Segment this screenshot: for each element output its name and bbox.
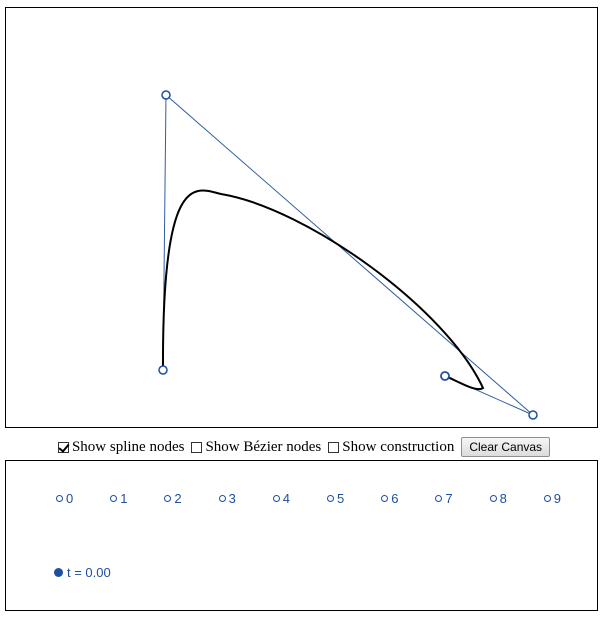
checkbox-box[interactable] (328, 441, 340, 453)
slider-tick-4[interactable]: 4 (272, 491, 291, 506)
tick-dot (435, 495, 443, 502)
slider-tick-0[interactable]: 0 (56, 491, 73, 506)
tick-label: 3 (228, 491, 236, 506)
tick-label: 7 (445, 491, 453, 506)
show-bezier-nodes-label: Show Bézier nodes (205, 438, 322, 455)
spline-node-end[interactable] (440, 371, 450, 381)
spline-node-start[interactable] (158, 365, 168, 375)
show-spline-nodes-checkbox[interactable]: Show spline nodes (57, 438, 185, 456)
t-slider-handle[interactable]: t = 0.00 (54, 565, 111, 580)
slider-tick-1[interactable]: 1 (110, 491, 127, 506)
tick-label: 8 (499, 491, 507, 506)
tick-label: 5 (337, 491, 345, 506)
tick-label: 0 (66, 491, 74, 506)
slider-tick-8[interactable]: 8 (489, 491, 507, 506)
control-node-top[interactable] (161, 90, 171, 100)
drawing-canvas[interactable] (5, 7, 598, 428)
tick-dot (381, 495, 389, 502)
slider-tick-9[interactable]: 9 (543, 491, 562, 506)
control-node-bottom-right[interactable] (528, 410, 538, 420)
tick-dot (164, 495, 172, 502)
slider-tick-2[interactable]: 2 (164, 491, 182, 506)
checkbox-box[interactable] (191, 441, 203, 453)
tick-dot (489, 495, 497, 502)
spline-curve (161, 189, 485, 391)
slider-ticks: 0 1 2 3 4 5 6 7 8 9 (6, 491, 597, 511)
slider-tick-3[interactable]: 3 (218, 491, 236, 506)
options-bar: Show spline nodes Show Bézier nodes Show… (0, 436, 608, 458)
spline-canvas-svg[interactable] (6, 8, 599, 429)
tick-dot (327, 495, 334, 502)
tick-dot (272, 495, 280, 502)
tick-label: 4 (282, 491, 291, 506)
tick-dot (543, 495, 551, 502)
tick-dot (218, 495, 226, 502)
show-spline-nodes-label: Show spline nodes (71, 438, 185, 455)
show-construction-checkbox[interactable]: Show construction (328, 439, 454, 456)
tick-dot (110, 495, 118, 502)
tick-label: 6 (391, 491, 399, 506)
clear-canvas-button[interactable]: Clear Canvas (461, 437, 551, 457)
tick-dot (56, 495, 63, 502)
control-polygon (162, 93, 534, 416)
tick-label: 2 (174, 491, 182, 506)
tick-label: 1 (120, 491, 128, 506)
slider-tick-5[interactable]: 5 (327, 491, 344, 506)
checkbox-box[interactable] (57, 441, 69, 453)
slider-tick-7[interactable]: 7 (435, 491, 453, 506)
show-construction-label: Show construction (342, 438, 455, 455)
tick-label: 9 (553, 491, 562, 506)
t-value-label: t = 0.00 (67, 565, 111, 580)
slider-tick-6[interactable]: 6 (381, 491, 398, 506)
slider-handle-dot[interactable] (54, 568, 63, 577)
show-bezier-nodes-checkbox[interactable]: Show Bézier nodes (191, 439, 321, 456)
t-slider-panel[interactable]: 0 1 2 3 4 5 6 7 8 9 t = 0.00 (5, 460, 598, 611)
